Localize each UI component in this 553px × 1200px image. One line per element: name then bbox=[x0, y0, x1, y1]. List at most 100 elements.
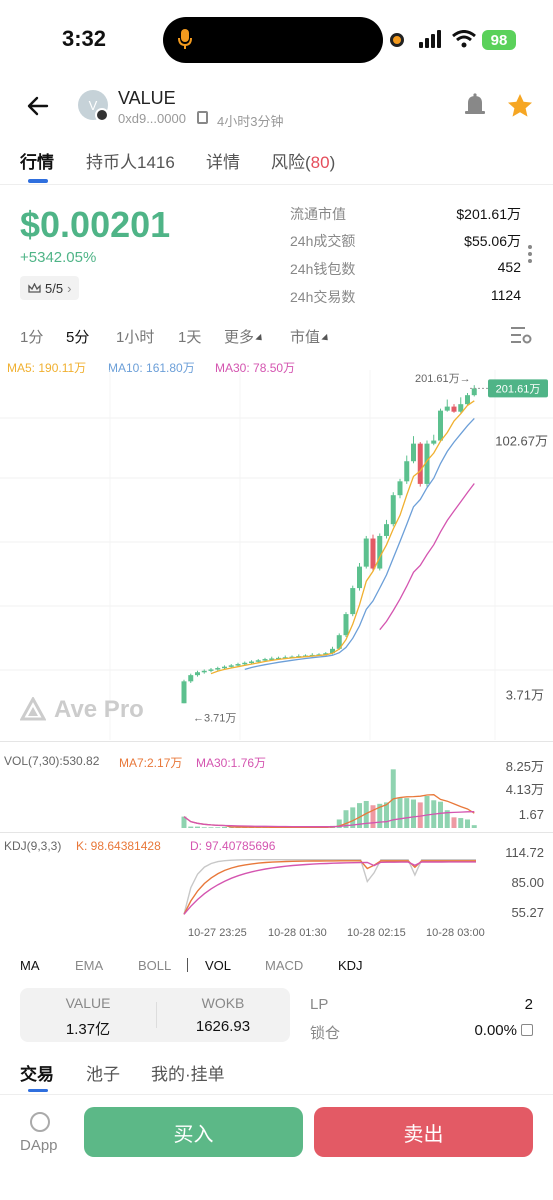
indicator-ema[interactable]: EMA bbox=[75, 958, 104, 973]
copy-icon[interactable] bbox=[197, 111, 208, 124]
lock-value-link[interactable]: 0.00% bbox=[474, 1022, 533, 1039]
volume-bar bbox=[438, 801, 443, 828]
tab-market[interactable]: 行情 bbox=[20, 153, 54, 172]
tab-risk[interactable]: 风险(80) bbox=[271, 153, 336, 172]
kdj-d-line bbox=[183, 861, 476, 915]
tab-trade[interactable]: 交易 bbox=[20, 1065, 54, 1084]
ma30-legend: MA30: 78.50万 bbox=[215, 361, 296, 375]
candle bbox=[363, 538, 369, 567]
tab-my-orders[interactable]: 我的·挂单 bbox=[151, 1065, 225, 1084]
pool-token-a-name: VALUE bbox=[65, 995, 111, 1011]
stat-label-volume: 24h成交额 bbox=[290, 233, 356, 249]
volume-bar bbox=[465, 819, 470, 828]
microphone-icon bbox=[178, 29, 192, 49]
y-tick-label: 102.67万 bbox=[495, 434, 548, 449]
x-tick-label: 10-28 01:30 bbox=[268, 927, 327, 939]
indicator-macd[interactable]: MACD bbox=[265, 958, 304, 973]
rank-badge[interactable]: 5/5 › bbox=[20, 276, 80, 300]
candle bbox=[465, 395, 470, 405]
stat-value-wallets: 452 bbox=[497, 259, 521, 275]
volume-bar bbox=[424, 796, 430, 828]
kdj-chart[interactable]: 114.72 85.00 55.27 10-27 23:25 10-28 01:30 10… bbox=[0, 836, 553, 946]
candle bbox=[444, 406, 450, 411]
current-price: $0.00201 bbox=[20, 204, 171, 245]
pool-token-a-amount: 1.37亿 bbox=[65, 1021, 111, 1038]
volume-bar bbox=[377, 803, 383, 828]
candle bbox=[242, 662, 248, 665]
battery-icon: 98 bbox=[482, 30, 516, 50]
ma10-line bbox=[244, 417, 475, 671]
interval-1m[interactable]: 1分 bbox=[20, 329, 44, 346]
candle bbox=[255, 660, 261, 662]
divider bbox=[0, 184, 553, 185]
tab-holders[interactable]: 持币人1416 bbox=[86, 153, 175, 172]
interval-5m[interactable]: 5分 bbox=[66, 329, 90, 346]
kdj-d-legend: D: 97.40785696 bbox=[190, 839, 276, 853]
x-tick-label: 10-27 23:25 bbox=[188, 927, 247, 939]
buy-button[interactable]: 买入 bbox=[84, 1107, 303, 1157]
volume-bar bbox=[384, 802, 389, 828]
sell-button[interactable]: 卖出 bbox=[314, 1107, 533, 1157]
risk-score: 80 bbox=[310, 153, 330, 172]
candle bbox=[208, 669, 214, 671]
kdj-k-legend: K: 98.64381428 bbox=[76, 839, 161, 853]
low-marker: ←3.71万 bbox=[193, 712, 236, 724]
token-age: 4小时3分钟 bbox=[217, 114, 284, 129]
dapp-icon[interactable] bbox=[30, 1112, 50, 1132]
vol-ma30-line bbox=[183, 811, 475, 828]
indicator-boll[interactable]: BOLL bbox=[138, 958, 172, 973]
x-tick-label: 10-28 03:00 bbox=[426, 927, 485, 939]
watermark: Ave Pro bbox=[20, 696, 144, 724]
candle bbox=[417, 443, 423, 484]
tab-pool[interactable]: 池子 bbox=[86, 1065, 120, 1084]
dapp-button[interactable]: DApp bbox=[20, 1137, 58, 1154]
vol-legend: VOL(7,30):530.82 bbox=[4, 754, 100, 768]
volume-chart[interactable]: 8.25万 4.13万 1.67 bbox=[0, 750, 553, 832]
indicator-vol[interactable]: VOL bbox=[205, 958, 232, 973]
lp-value: 2 bbox=[524, 996, 533, 1013]
crown-icon bbox=[28, 282, 41, 293]
kdj-legend: KDJ(9,3,3) bbox=[4, 839, 62, 853]
vol-ma7-line bbox=[183, 794, 475, 828]
volume-bar bbox=[417, 802, 423, 828]
candle bbox=[350, 588, 356, 615]
interval-more[interactable]: 更多 bbox=[224, 326, 265, 347]
interval-1h[interactable]: 1小时 bbox=[116, 329, 155, 346]
candle bbox=[215, 668, 221, 670]
pool-token-b-amount: 1626.93 bbox=[195, 1018, 251, 1035]
tab-indicator bbox=[28, 179, 48, 183]
tab-indicator bbox=[28, 1089, 48, 1092]
price-chart[interactable]: 201.61万 201.61万→ 102.67万 3.71万 ←3.71万 bbox=[0, 370, 553, 740]
mode-market-cap[interactable]: 市值 bbox=[290, 326, 331, 347]
interval-1d[interactable]: 1天 bbox=[178, 329, 202, 346]
favorite-star-icon[interactable] bbox=[506, 92, 534, 120]
candle bbox=[195, 672, 200, 676]
candle bbox=[343, 614, 349, 636]
volume-bar bbox=[370, 805, 376, 828]
y-tick-label: 4.13万 bbox=[506, 782, 544, 797]
y-tick-label: 85.00 bbox=[511, 875, 544, 890]
tab-details[interactable]: 详情 bbox=[206, 153, 240, 172]
chain-badge-icon bbox=[95, 108, 109, 122]
ma30-line bbox=[379, 483, 475, 631]
chart-settings-icon[interactable] bbox=[510, 325, 532, 345]
divider bbox=[156, 1002, 157, 1028]
stat-label-wallets: 24h钱包数 bbox=[290, 261, 356, 277]
token-address[interactable]: 0xd9...0000 bbox=[118, 111, 186, 126]
indicator-kdj[interactable]: KDJ bbox=[338, 958, 363, 973]
ma5-legend: MA5: 190.11万 bbox=[7, 361, 87, 375]
volume-bar bbox=[215, 827, 221, 828]
candle bbox=[330, 648, 335, 654]
back-arrow-icon[interactable] bbox=[26, 94, 50, 118]
more-vertical-icon[interactable] bbox=[527, 244, 533, 264]
indicator-ma[interactable]: MA bbox=[20, 958, 40, 973]
bell-icon[interactable] bbox=[462, 92, 488, 118]
y-tick-label: 1.67 bbox=[519, 807, 544, 822]
status-time: 3:32 bbox=[62, 26, 107, 51]
candle bbox=[249, 661, 254, 664]
divider bbox=[187, 958, 188, 972]
interval-more-label: 更多 bbox=[224, 329, 255, 346]
stat-label-trades: 24h交易数 bbox=[290, 289, 356, 305]
volume-bar bbox=[411, 799, 416, 828]
kdj-k-line bbox=[183, 860, 476, 915]
